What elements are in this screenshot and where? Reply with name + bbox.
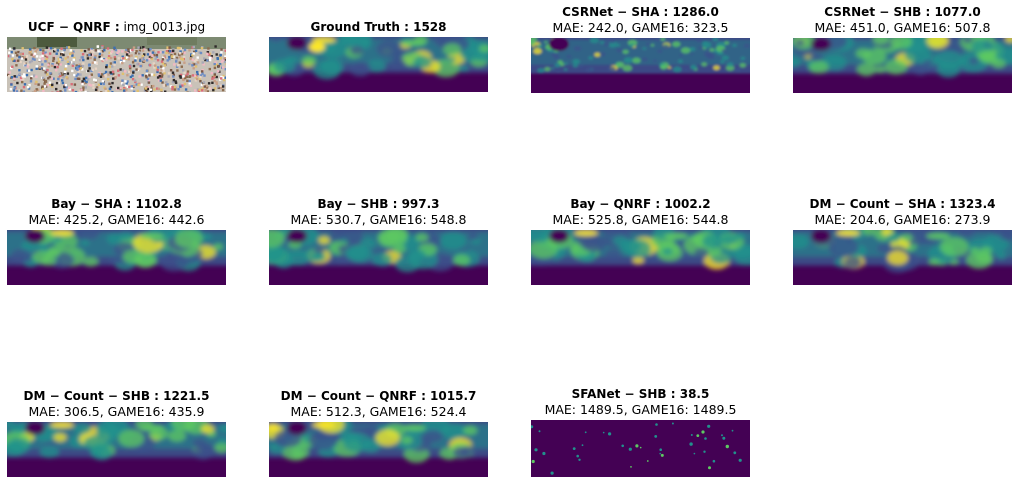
panel-metrics: MAE: 242.0, GAME16: 323.5 (552, 20, 729, 35)
panel-title: SFANet − SHB : 38.5 (571, 387, 710, 401)
panel-metrics: MAE: 512.3, GAME16: 524.4 (290, 404, 467, 419)
panel-title: CSRNet − SHA : 1286.0 (562, 5, 719, 19)
density-map (531, 230, 750, 285)
panel-metrics: MAE: 306.5, GAME16: 435.9 (28, 404, 205, 419)
panel-title: DM − Count − QNRF : 1015.7 (280, 389, 477, 403)
panel-dm-count-qnrf: DM − Count − QNRF : 1015.7 MAE: 512.3, G… (269, 389, 488, 477)
panel-ground-truth: Ground Truth : 1528 (269, 20, 488, 92)
panel-metrics: MAE: 1489.5, GAME16: 1489.5 (544, 402, 737, 417)
panel-title: DM − Count − SHA : 1323.4 (809, 197, 996, 211)
panel-title: Ground Truth : 1528 (310, 20, 447, 34)
panel-metrics: MAE: 530.7, GAME16: 548.8 (290, 212, 467, 227)
panel-bay-sha: Bay − SHA : 1102.8 MAE: 425.2, GAME16: 4… (7, 197, 226, 285)
panel-sfanet-shb: SFANet − SHB : 38.5 MAE: 1489.5, GAME16:… (531, 387, 750, 477)
panel-title: Bay − SHB : 997.3 (317, 197, 440, 211)
panel-metrics: MAE: 525.8, GAME16: 544.8 (552, 212, 729, 227)
density-map (269, 37, 488, 92)
density-map (7, 230, 226, 285)
density-map (7, 422, 226, 477)
panel-metrics: MAE: 425.2, GAME16: 442.6 (28, 212, 205, 227)
density-map (793, 230, 1012, 285)
panel-bay-qnrf: Bay − QNRF : 1002.2 MAE: 525.8, GAME16: … (531, 197, 750, 285)
panel-bay-shb: Bay − SHB : 997.3 MAE: 530.7, GAME16: 54… (269, 197, 488, 285)
density-map (269, 230, 488, 285)
density-map-sparse (531, 420, 750, 477)
crowd-photo (7, 37, 226, 92)
panel-dm-count-sha: DM − Count − SHA : 1323.4 MAE: 204.6, GA… (793, 197, 1012, 285)
panel-metrics: MAE: 451.0, GAME16: 507.8 (814, 20, 991, 35)
panel-title: CSRNet − SHB : 1077.0 (824, 5, 981, 19)
panel-title: UCF − QNRF : img_0013.jpg (27, 20, 206, 34)
panel-csrnet-shb: CSRNet − SHB : 1077.0 MAE: 451.0, GAME16… (793, 5, 1012, 93)
panel-title: Bay − QNRF : 1002.2 (570, 197, 711, 211)
panel-input-image: UCF − QNRF : img_0013.jpg (7, 20, 226, 92)
panel-metrics: MAE: 204.6, GAME16: 273.9 (814, 212, 991, 227)
panel-title: Bay − SHA : 1102.8 (51, 197, 182, 211)
density-map (531, 38, 750, 93)
density-map (269, 422, 488, 477)
panel-title: DM − Count − SHB : 1221.5 (23, 389, 210, 403)
panel-dm-count-shb: DM − Count − SHB : 1221.5 MAE: 306.5, GA… (7, 389, 226, 477)
density-map (793, 38, 1012, 93)
panel-csrnet-sha: CSRNet − SHA : 1286.0 MAE: 242.0, GAME16… (531, 5, 750, 93)
